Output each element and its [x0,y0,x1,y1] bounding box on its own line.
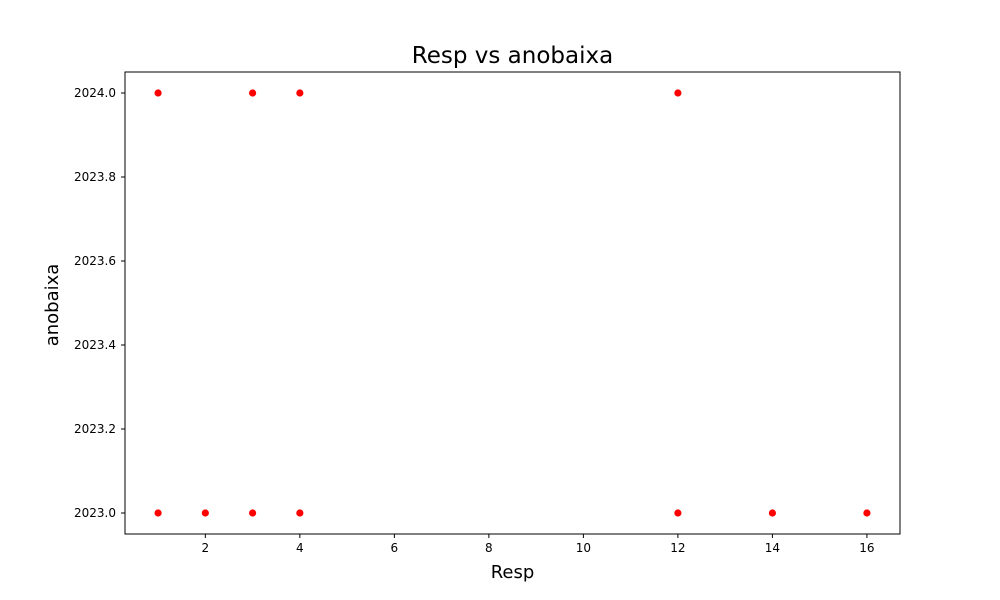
x-tick-label: 10 [576,541,591,555]
scatter-point [201,509,209,517]
y-tick-label: 2023.6 [74,254,116,268]
scatter-point [768,509,777,517]
y-tick-label: 2023.2 [74,422,116,436]
scatter-point [154,89,162,97]
y-tick-label: 2023.0 [74,506,116,520]
scatter-point [248,89,257,97]
y-tick-label: 2023.8 [74,170,116,184]
plot-frame [124,71,901,535]
x-tick-label: 4 [296,541,304,555]
x-tick-label: 6 [391,541,399,555]
scatter-point [296,89,304,97]
x-tick-label: 8 [485,541,493,555]
scatter-point [296,509,304,517]
y-axis-label: anobaixa [42,264,63,347]
x-tick-label: 12 [670,541,685,555]
x-tick-label: 14 [765,541,780,555]
scatter-point [674,89,682,97]
plot-area: 2 4 6 8 10 12 14 16 2023.0 2023.2 2023.4 2023.6 2023… [74,86,875,555]
scatter-point [248,509,257,517]
x-tick-label: 2 [202,541,210,555]
x-axis-label: Resp [491,562,535,583]
x-tick-label: 16 [859,541,874,555]
scatter-point [674,509,682,517]
chart-title: Resp vs anobaixa [412,43,613,69]
y-tick-label: 2023.4 [74,338,116,352]
y-tick-label: 2024.0 [74,86,116,100]
scatter-point [863,509,871,517]
scatter-point [154,509,162,517]
